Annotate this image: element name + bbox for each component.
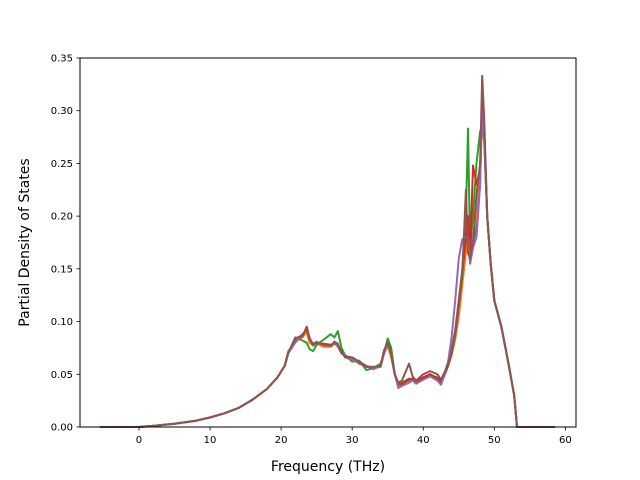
y-tick-label: 0.25 xyxy=(51,159,73,170)
x-tick-label: 0 xyxy=(136,435,142,446)
y-tick-label: 0.05 xyxy=(51,370,73,381)
y-tick-label: 0.20 xyxy=(51,212,73,223)
x-tick-label: 40 xyxy=(417,435,430,446)
x-tick-label: 20 xyxy=(275,435,288,446)
y-tick-label: 0.00 xyxy=(51,423,73,434)
x-tick-label: 50 xyxy=(488,435,501,446)
x-axis-ticks: 0 10 20 30 40 50 60 xyxy=(136,427,572,446)
x-axis-label: Frequency (THz) xyxy=(271,459,385,475)
plot-frame xyxy=(79,57,577,428)
series-layer xyxy=(99,74,555,428)
x-tick-label: 10 xyxy=(204,435,217,446)
y-tick-label: 0.15 xyxy=(51,264,73,275)
x-tick-label: 60 xyxy=(559,435,572,446)
y-tick-label: 0.10 xyxy=(51,317,73,328)
y-axis-label: Partial Density of States xyxy=(17,158,33,326)
x-tick-label: 30 xyxy=(346,435,359,446)
y-tick-label: 0.30 xyxy=(51,106,73,117)
series-line-6 xyxy=(99,74,555,428)
y-tick-label: 0.35 xyxy=(51,54,73,65)
y-axis-ticks: 0.00 0.05 0.10 0.15 0.20 0.25 0.30 0.35 xyxy=(51,54,80,434)
